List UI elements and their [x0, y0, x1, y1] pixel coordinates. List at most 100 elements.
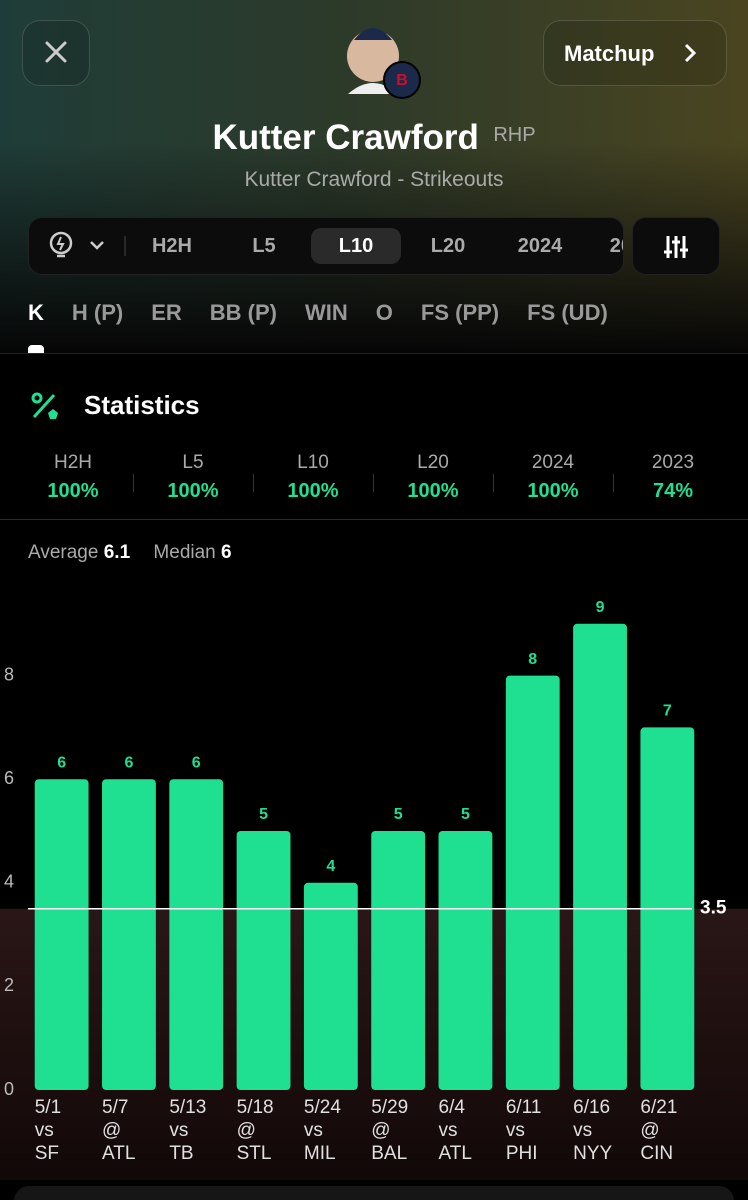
stat-tab[interactable]: BB (P): [209, 300, 277, 325]
x-tick-label: 5/24 vs MIL: [303, 1097, 341, 1164]
median-label: Median: [153, 542, 216, 563]
summary-label: L10: [297, 452, 329, 473]
period-tab[interactable]: L10: [311, 228, 401, 264]
summary-column: L20 100%: [373, 452, 493, 503]
title-row: Kutter Crawford RHP: [0, 118, 748, 158]
close-icon: [45, 41, 67, 63]
threshold-label: 3.5: [700, 898, 727, 919]
summary-column: L5 100%: [133, 452, 253, 503]
period-tab[interactable]: 2024: [517, 235, 563, 257]
x-tick-label: 5/7 @ ATL: [102, 1097, 136, 1164]
value-label: 5: [394, 806, 403, 823]
column-separator: [133, 474, 134, 492]
period-tab[interactable]: L5: [252, 235, 276, 257]
y-tick-label: 2: [4, 975, 14, 995]
summary-column: L10 100%: [253, 452, 373, 503]
bar: [34, 779, 89, 1090]
value-label: 6: [192, 754, 201, 771]
bar: [573, 623, 627, 1090]
statistics-title: Statistics: [84, 390, 200, 420]
column-separator: [493, 474, 494, 492]
summary-value: 100%: [287, 480, 339, 502]
statistics-icon: [31, 392, 58, 419]
y-tick-label: 6: [4, 768, 14, 788]
average-median: Average 6.1 Median 6: [28, 542, 232, 564]
bar: [169, 779, 224, 1090]
summary-label: L5: [182, 452, 204, 473]
active-tab-indicator: [28, 345, 44, 353]
bar: [303, 882, 358, 1090]
player-avatar: B: [347, 28, 421, 99]
stat-tab[interactable]: FS (UD): [527, 300, 608, 325]
stat-tab[interactable]: K: [28, 300, 44, 325]
matchup-label: Matchup: [564, 41, 655, 66]
summary-column: H2H 100%: [13, 452, 133, 503]
x-tick-label: 5/1 vs SF: [34, 1097, 62, 1164]
period-tab[interactable]: 2023: [609, 235, 623, 257]
divider: [0, 353, 748, 354]
player-name: Kutter Crawford: [212, 118, 479, 157]
summary-column: 2023 74%: [613, 452, 733, 503]
x-tick-label: 6/21 @ CIN: [640, 1097, 678, 1164]
value-label: 7: [663, 703, 672, 720]
subtitle: Kutter Crawford - Strikeouts: [244, 168, 504, 191]
average-label: Average: [28, 542, 99, 563]
stat-tab-bar: K H (P) ER BB (P) WIN O FS (PP) FS (UD): [28, 300, 636, 326]
chevron-icon: [684, 43, 697, 63]
column-separator: [613, 474, 614, 492]
summary-value: 100%: [47, 480, 99, 502]
x-tick-label: 6/11 vs PHI: [505, 1097, 542, 1164]
value-label: 4: [326, 858, 335, 875]
summary-value: 100%: [167, 480, 219, 502]
y-tick-label: 0: [4, 1079, 14, 1099]
bar: [438, 831, 493, 1090]
y-tick-label: 8: [4, 664, 14, 684]
stat-tab[interactable]: WIN: [305, 300, 348, 325]
period-tab[interactable]: L20: [430, 235, 466, 257]
value-label: 5: [259, 806, 268, 823]
y-tick-label: 4: [4, 872, 14, 892]
bar: [236, 831, 291, 1090]
filter-button[interactable]: [632, 217, 720, 275]
svg-text:B: B: [396, 72, 408, 89]
stat-tab[interactable]: FS (PP): [420, 300, 500, 325]
column-separator: [373, 474, 374, 492]
player-position: RHP: [493, 124, 536, 146]
period-tab-bar: H2H L5 L10 L20 2024 2023: [28, 217, 624, 275]
bottom-panel: [14, 1186, 734, 1200]
x-tick-label: 5/18 @ STL: [236, 1097, 274, 1164]
filter-icon: [664, 236, 688, 258]
x-tick-label: 5/29 @ BAL: [371, 1097, 409, 1164]
divider: [0, 519, 748, 520]
summary-value: 100%: [527, 480, 579, 502]
column-separator: [253, 474, 254, 492]
value-label: 6: [124, 754, 133, 771]
value-label: 5: [461, 806, 470, 823]
x-tick-label: 6/4 vs ATL: [438, 1097, 472, 1164]
x-tick-label: 5/13 vs TB: [169, 1097, 207, 1164]
summary-value: 74%: [652, 480, 694, 502]
close-button[interactable]: [22, 20, 90, 86]
bar: [505, 675, 560, 1090]
stat-tab[interactable]: ER: [151, 300, 182, 325]
value-label: 8: [528, 651, 537, 668]
stat-tab[interactable]: H (P): [71, 300, 124, 325]
summary-label: L20: [417, 452, 449, 473]
summary-label: 2024: [531, 452, 575, 473]
summary-value: 100%: [407, 480, 459, 502]
matchup-button[interactable]: Matchup: [543, 20, 727, 86]
summary-column: 2024 100%: [493, 452, 613, 503]
insight-icon[interactable]: [47, 230, 131, 262]
summary-label: 2023: [651, 452, 695, 473]
summary-label: H2H: [53, 452, 92, 473]
median-value: 6: [221, 542, 232, 563]
period-tab[interactable]: H2H: [151, 235, 192, 257]
stat-tab[interactable]: O: [375, 300, 393, 325]
bar: [102, 779, 156, 1090]
value-label: 9: [596, 599, 605, 616]
average-value: 6.1: [103, 542, 131, 563]
bar: [371, 831, 426, 1090]
x-tick-label: 6/16 vs NYY: [573, 1097, 613, 1164]
